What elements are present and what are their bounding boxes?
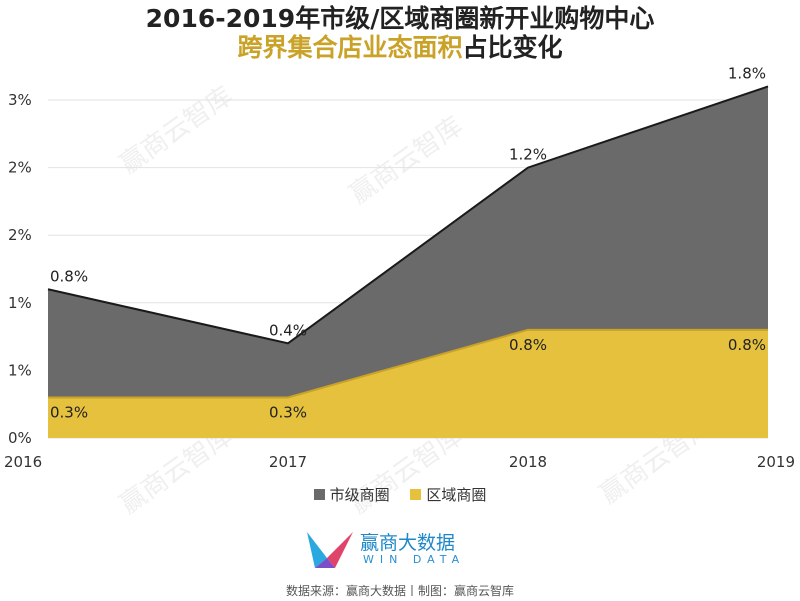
data-label-region: 0.3%	[50, 403, 88, 421]
chart-subtitle-rest: 占比变化	[462, 33, 563, 62]
area-city	[48, 86, 768, 398]
chart-subtitle-highlight: 跨界集合店业态面积	[237, 33, 463, 62]
data-labels: 0.8% 0.4% 1.2% 1.8% 0.3% 0.3% 0.8% 0.8%	[50, 64, 766, 421]
x-tick-label: 2017	[269, 453, 307, 471]
x-tick-label: 2019	[757, 453, 795, 471]
legend-swatch-city	[313, 489, 325, 500]
y-tick-label: 2%	[8, 226, 32, 244]
area-chart: 0%1%1%2%2%3% 0.8%0.4%1.2%1.8%0.3% 0.3%0.8…	[4, 64, 795, 471]
y-tick-label: 0%	[8, 429, 32, 447]
data-label-city: 1.8%	[728, 64, 766, 82]
data-label-region: 0.8%	[509, 336, 547, 354]
data-label-city: 0.4%	[269, 321, 307, 339]
line-region	[48, 328, 768, 399]
legend: 市级商圈 区域商圈	[0, 484, 800, 505]
line-city	[47, 85, 769, 345]
area-region	[48, 329, 768, 438]
legend-swatch-region	[410, 489, 422, 500]
legend-label-region: 区域商圈	[426, 486, 487, 504]
y-tick-label: 3%	[8, 91, 32, 109]
x-tick-label: 2018	[509, 453, 547, 471]
logo-icon	[307, 532, 353, 568]
y-tick-label: 1%	[8, 294, 32, 312]
y-axis-tick-labels: 0% 1% 1% 2% 2% 3%	[8, 91, 32, 447]
y-tick-label: 1%	[8, 361, 32, 379]
legend-label-city: 市级商圈	[329, 486, 390, 504]
data-label-region: 0.3%	[269, 403, 307, 421]
data-label-city: 0.8%	[50, 267, 88, 285]
y-tick-label: 2%	[8, 159, 32, 177]
source-note: 数据来源：赢商大数据丨制图：赢商云智库	[285, 584, 514, 598]
chart-title: 2016-2019年市级/区域商圈新开业购物中心	[145, 4, 655, 33]
legend-item-city: 市级商圈	[313, 484, 390, 505]
x-tick-label: 2016	[4, 453, 42, 471]
logo-sub: WIN DATA	[363, 553, 466, 566]
legend-item-region: 区域商圈	[410, 484, 486, 505]
chart-subtitle: 跨界集合店业态面积占比变化	[0, 33, 800, 63]
data-label-region: 0.8%	[728, 336, 766, 354]
data-label-city: 1.2%	[509, 146, 547, 164]
logo-name: 赢商大数据	[360, 532, 456, 554]
brand-logo: 赢商大数据 WIN DATA	[305, 528, 505, 574]
chart-areas	[47, 85, 769, 438]
x-axis-tick-labels: 2016 2017 2018 2019	[4, 453, 795, 471]
